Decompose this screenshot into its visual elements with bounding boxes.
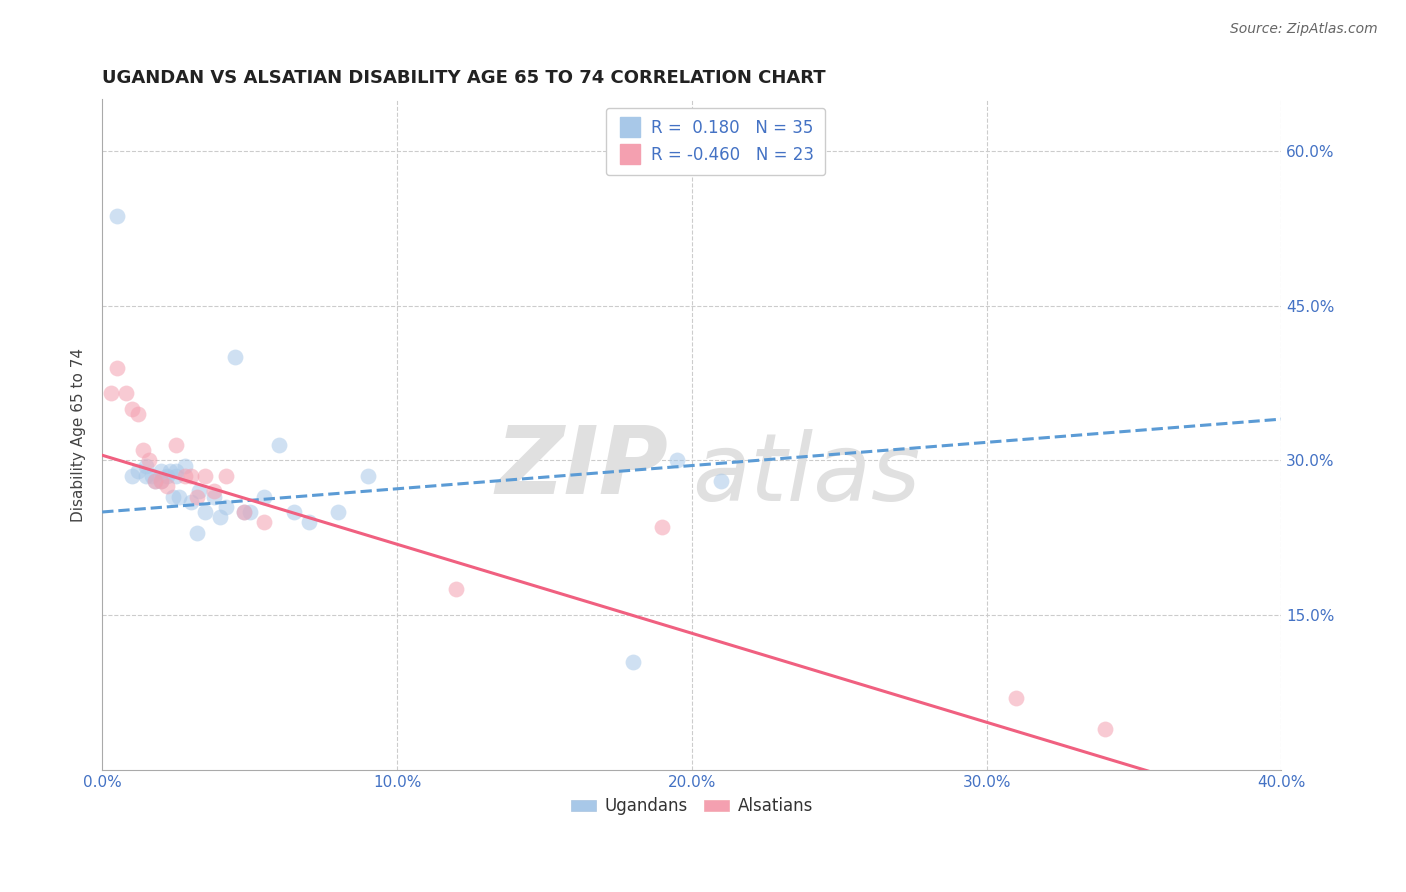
Point [209, 510, 232, 524]
Point [188, 484, 211, 499]
Point [150, 474, 173, 488]
Point [159, 464, 181, 478]
Point [167, 490, 190, 504]
Point [215, 500, 238, 514]
Text: UGANDAN VS ALSATIAN DISABILITY AGE 65 TO 74 CORRELATION CHART: UGANDAN VS ALSATIAN DISABILITY AGE 65 TO… [103, 69, 825, 87]
Point [297, 516, 319, 530]
Point [165, 438, 187, 452]
Point [156, 468, 179, 483]
Point [253, 516, 276, 530]
Point [150, 474, 173, 488]
Y-axis label: Disability Age 65 to 74: Disability Age 65 to 74 [72, 348, 86, 522]
Point [180, 468, 202, 483]
Point [132, 443, 155, 458]
Point [232, 505, 254, 519]
Point [143, 474, 166, 488]
Text: ZIP: ZIP [495, 422, 668, 514]
Point [253, 490, 276, 504]
Point [156, 479, 179, 493]
Point [232, 505, 254, 519]
Point [202, 484, 225, 499]
Point [239, 505, 262, 519]
Point [194, 505, 217, 519]
Point [224, 350, 246, 364]
Point [444, 582, 467, 597]
Point [267, 438, 290, 452]
Point [173, 458, 195, 473]
Point [165, 468, 187, 483]
Text: atlas: atlas [692, 429, 920, 520]
Point [127, 407, 149, 421]
Point [105, 360, 128, 375]
Point [1005, 690, 1028, 705]
Point [138, 453, 160, 467]
Point [1094, 722, 1116, 736]
Point [100, 386, 122, 401]
Point [173, 468, 195, 483]
Point [162, 490, 184, 504]
Point [114, 386, 136, 401]
Point [141, 468, 163, 483]
Point [621, 655, 644, 669]
Point [121, 401, 143, 416]
Point [186, 490, 208, 504]
Point [121, 468, 143, 483]
Point [135, 458, 157, 473]
Point [215, 468, 238, 483]
Point [283, 505, 305, 519]
Point [326, 505, 349, 519]
Point [710, 474, 733, 488]
Point [135, 468, 157, 483]
Point [194, 468, 217, 483]
Point [150, 464, 173, 478]
Point [165, 464, 187, 478]
Point [143, 474, 166, 488]
Point [666, 453, 689, 467]
Point [127, 464, 149, 478]
Point [202, 490, 225, 504]
Text: Source: ZipAtlas.com: Source: ZipAtlas.com [1230, 22, 1378, 37]
Point [180, 494, 202, 508]
Point [356, 468, 378, 483]
Point [186, 525, 208, 540]
Legend: Ugandans, Alsatians: Ugandans, Alsatians [564, 790, 820, 822]
Point [651, 520, 673, 534]
Point [105, 209, 128, 223]
